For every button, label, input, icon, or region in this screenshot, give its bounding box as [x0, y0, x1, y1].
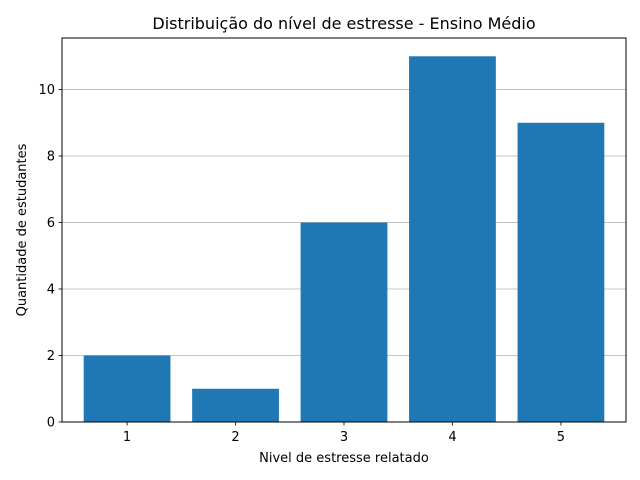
x-tick-label: 2 — [231, 430, 239, 445]
y-axis-title: Quantidade de estudantes — [15, 143, 30, 316]
bar-5 — [517, 122, 605, 422]
x-tick-label: 4 — [448, 430, 456, 445]
y-tick-label: 0 — [47, 416, 55, 431]
y-tick-label: 10 — [38, 83, 55, 98]
y-axis-ticks: 0 2 4 6 8 10 — [38, 83, 62, 431]
x-tick-label: 3 — [340, 430, 348, 445]
y-tick-label: 2 — [47, 349, 55, 364]
bar-4 — [409, 56, 496, 423]
chart-title: Distribuição do nível de estresse - Ensi… — [152, 14, 535, 33]
x-axis-title: Nivel de estresse relatado — [259, 451, 429, 466]
x-tick-label: 1 — [123, 430, 131, 445]
bars — [83, 56, 605, 423]
y-tick-label: 6 — [47, 216, 55, 231]
y-tick-label: 4 — [47, 283, 55, 298]
x-axis-ticks: 1 2 3 4 5 — [123, 422, 565, 445]
bar-2 — [192, 388, 279, 422]
bar-3 — [300, 222, 388, 422]
x-tick-label: 5 — [557, 430, 565, 445]
y-tick-label: 8 — [47, 150, 55, 165]
bar-1 — [83, 355, 171, 422]
